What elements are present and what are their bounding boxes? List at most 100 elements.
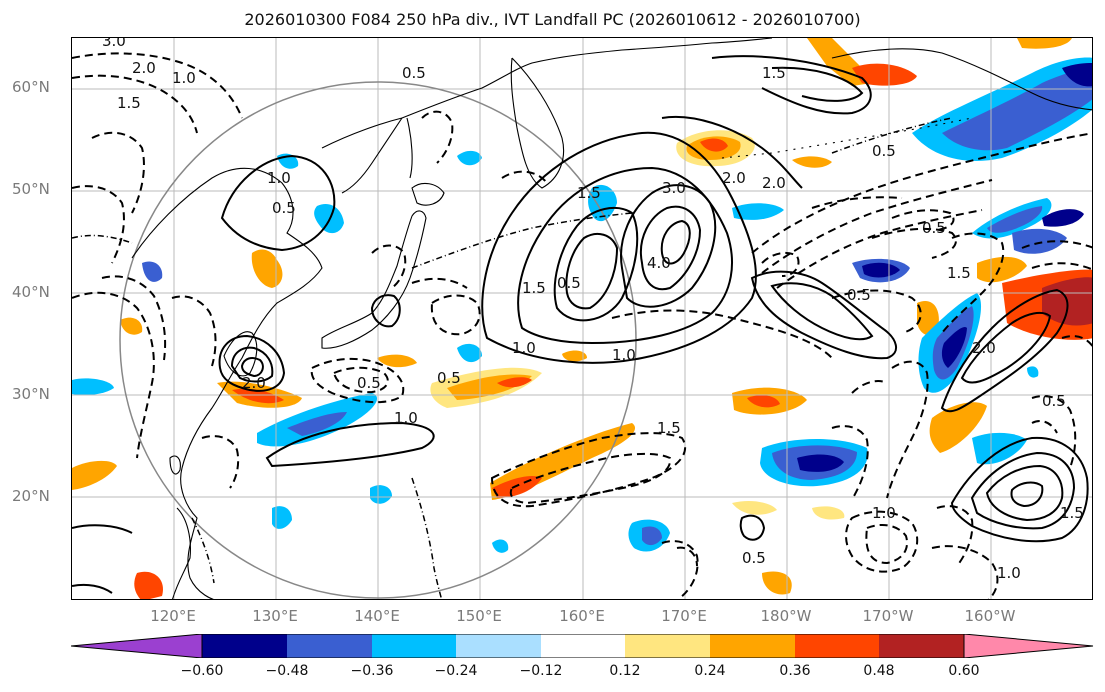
contour-label: 1.5 [117, 94, 141, 112]
negative-contours [72, 52, 1092, 599]
contour-line [711, 55, 872, 115]
contour-line [1031, 395, 1077, 469]
positive-div-region [929, 402, 987, 453]
dash-dot-line [411, 212, 633, 269]
contour-line [940, 288, 1069, 413]
contour-line [1061, 335, 1092, 348]
positive-div-region [732, 500, 777, 515]
colorbar-swatch [372, 634, 456, 658]
positive-div-region [807, 38, 872, 86]
contour-label: 0.5 [402, 64, 426, 82]
contour-line [72, 583, 113, 594]
okhotsk-coastline [341, 117, 403, 194]
contour-line [761, 179, 993, 274]
contour-label: 2.0 [242, 374, 266, 392]
contour-line [886, 360, 929, 499]
contour-label: 1.0 [267, 169, 291, 187]
lon-label-130e: 130°E [252, 607, 298, 625]
contour-label: 1.5 [657, 419, 681, 437]
colorbar-swatch [795, 634, 879, 658]
contour-line [332, 366, 389, 394]
dash-dot-line [411, 477, 443, 599]
kamchatka-coastline [510, 57, 565, 189]
positive-div-region [700, 138, 728, 152]
contour-label: 1.5 [1060, 504, 1084, 522]
positive-div-region [747, 395, 780, 408]
contour-label: 2.0 [972, 339, 996, 357]
dash-dot-line [191, 517, 215, 584]
contour-label: 0.5 [557, 274, 581, 292]
contour-line [430, 294, 481, 336]
dash-dot-line [72, 234, 133, 244]
contour-line [411, 277, 468, 289]
positive-div-region [852, 63, 917, 86]
colorbar-swatch [541, 634, 625, 658]
contour-line [565, 232, 619, 310]
contour-line [517, 166, 733, 345]
lon-label-180w: 180°W [760, 607, 812, 625]
contour-line [831, 425, 869, 497]
lon-label-170e: 170°E [661, 607, 707, 625]
contour-line [91, 131, 145, 214]
contour-line [171, 295, 217, 367]
japan-coastline [321, 210, 427, 349]
contour-label: 0.5 [847, 286, 871, 304]
positive-div-region [977, 256, 1027, 283]
positive-div-region [1017, 38, 1072, 49]
contour-label: 0.5 [272, 199, 296, 217]
colorbar-tick-label: −0.24 [434, 663, 478, 679]
positive-div-region [812, 506, 845, 520]
aleutian-chain [721, 117, 973, 159]
contour-label: 2.0 [722, 169, 746, 187]
contour-label: 1.0 [612, 346, 636, 364]
contour-line [553, 206, 639, 322]
contour-line [72, 52, 243, 119]
negative-div-region [862, 262, 900, 278]
contour-line [811, 196, 903, 209]
contour-line [371, 244, 407, 289]
contour-line [370, 294, 401, 328]
contour-line [490, 432, 687, 508]
colorbar-swatch [287, 634, 372, 658]
colorbar [71, 634, 1094, 658]
contour-line [611, 309, 833, 359]
contour-line [851, 380, 888, 394]
contour-label: 1.0 [997, 564, 1021, 582]
contour-line [240, 357, 264, 378]
negative-div-region [457, 343, 482, 363]
contour-line [1010, 481, 1044, 508]
contour-label: 0.5 [742, 549, 766, 567]
negative-div-region [1062, 63, 1092, 87]
contour-line [230, 346, 274, 383]
contour-label: 3.0 [102, 38, 126, 50]
colorbar-tick-label: −0.48 [265, 663, 309, 679]
contour-label: 4.0 [647, 254, 671, 272]
contour-line [751, 132, 1092, 254]
lat-label-50: 50°N [12, 180, 50, 198]
contour-line [831, 289, 922, 334]
contour-line [620, 184, 717, 308]
contour-label: 1.5 [947, 264, 971, 282]
contour-label: 3.0 [662, 179, 686, 197]
negative-div-region [142, 261, 163, 282]
contour-line [750, 270, 897, 360]
contour-label: 0.5 [922, 219, 946, 237]
negative-div-region [492, 539, 509, 553]
lon-label-160w: 160°W [964, 607, 1016, 625]
contour-label: 1.0 [394, 409, 418, 427]
siberia-coastline [321, 38, 773, 149]
colorbar-swatch [710, 634, 795, 658]
colorbar-tick-label: 0.12 [609, 663, 641, 679]
colorbar-tick-label: 0.60 [948, 663, 980, 679]
contour-line [220, 154, 336, 252]
contour-line [970, 451, 1076, 530]
negative-div-region [797, 454, 844, 472]
positive-div-region [762, 571, 792, 595]
colorbar-tick-label: 0.48 [863, 663, 895, 679]
hokkaido-coastline [411, 182, 445, 206]
contour-label: 1.0 [172, 69, 196, 87]
philippines-coastline [172, 507, 191, 599]
contour-labels: 3.0 2.0 1.5 1.0 0.5 0.5 1.0 1.5 2.0 3.0 … [102, 38, 1084, 582]
negative-div-region [732, 203, 784, 220]
contour-line [985, 464, 1064, 522]
